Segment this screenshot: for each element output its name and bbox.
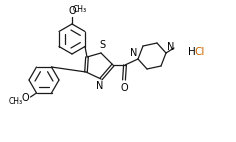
Text: CH₃: CH₃ — [8, 98, 22, 106]
Text: Cl: Cl — [194, 47, 204, 57]
Text: O: O — [120, 83, 128, 93]
Text: S: S — [99, 40, 105, 50]
Text: O: O — [22, 93, 30, 103]
Text: N: N — [130, 48, 137, 58]
Text: N: N — [167, 42, 174, 52]
Text: CH₃: CH₃ — [72, 5, 87, 14]
Text: O: O — [68, 6, 76, 16]
Text: H: H — [188, 47, 196, 57]
Text: N: N — [96, 81, 104, 91]
